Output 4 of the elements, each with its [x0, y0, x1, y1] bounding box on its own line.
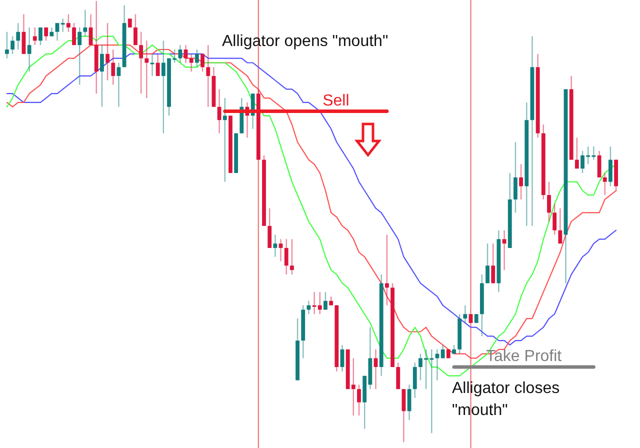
series-label: Take Profit — [486, 348, 562, 366]
annotation: Alligator closes "mouth" — [452, 380, 560, 419]
series-label: Sell — [322, 92, 350, 110]
annotation: Alligator opens "mouth" — [222, 33, 388, 50]
